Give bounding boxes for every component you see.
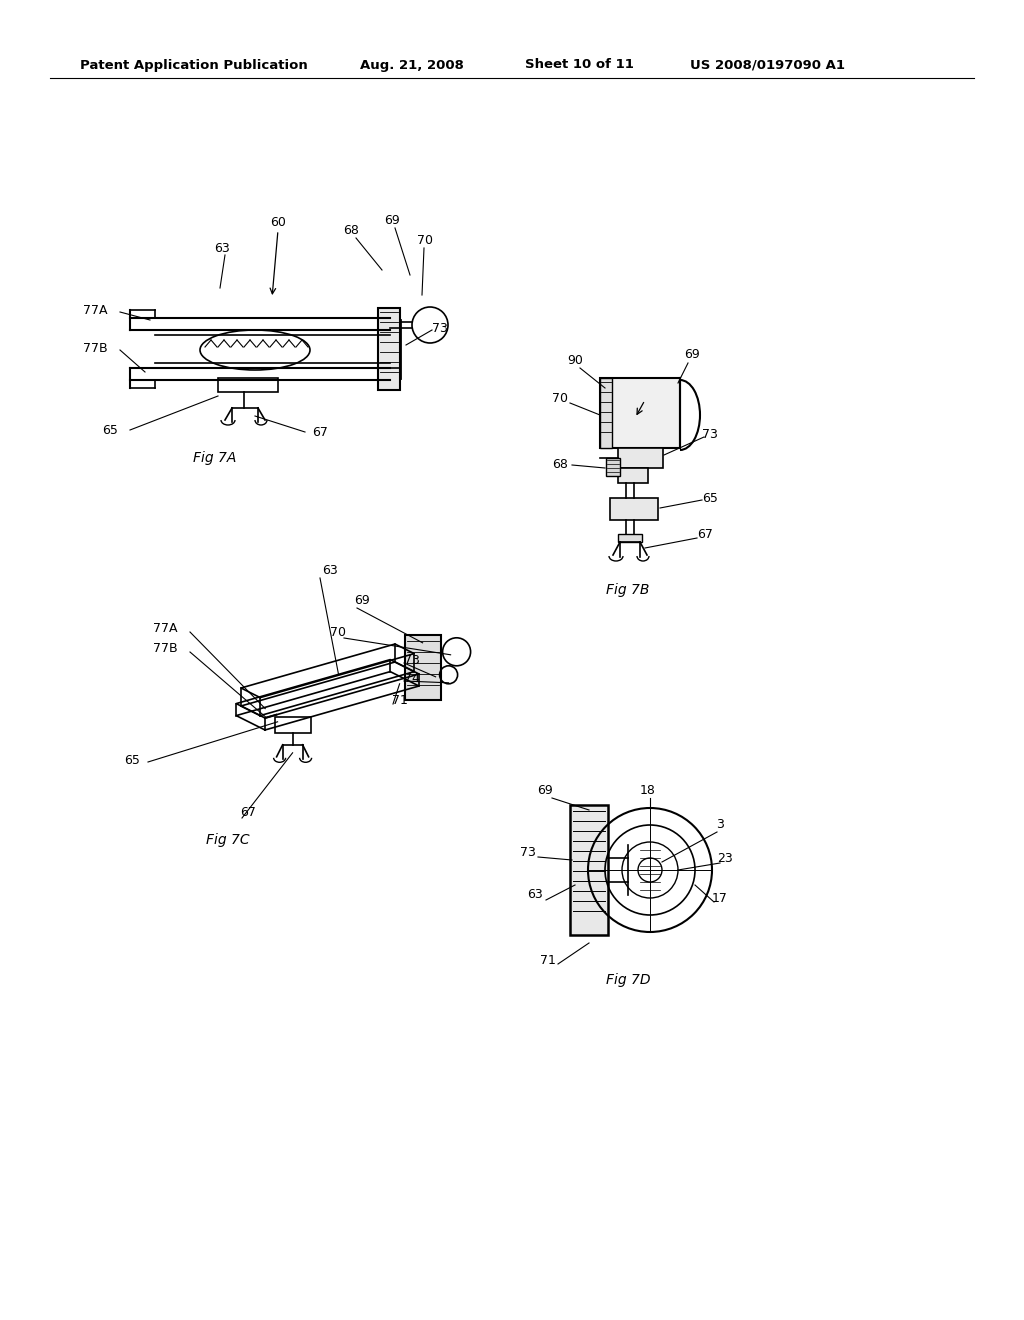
Text: Fig 7A: Fig 7A	[194, 451, 237, 465]
Text: 68: 68	[552, 458, 568, 471]
Text: Fig 7B: Fig 7B	[606, 583, 649, 597]
Bar	[606, 458, 620, 477]
Text: 70: 70	[417, 234, 433, 247]
Text: 69: 69	[538, 784, 553, 796]
Text: Fig 7C: Fig 7C	[206, 833, 250, 847]
Text: 65: 65	[124, 754, 140, 767]
Text: 69: 69	[354, 594, 370, 606]
Bar	[404, 635, 440, 700]
Text: 65: 65	[102, 424, 118, 437]
Text: Sheet 10 of 11: Sheet 10 of 11	[525, 58, 634, 71]
Text: US 2008/0197090 A1: US 2008/0197090 A1	[690, 58, 845, 71]
Text: 63: 63	[323, 564, 338, 577]
Text: 70: 70	[330, 626, 346, 639]
Text: 73: 73	[702, 429, 718, 441]
Bar	[618, 447, 663, 469]
Text: 71: 71	[540, 953, 556, 966]
Text: 69: 69	[684, 348, 699, 362]
Bar	[570, 805, 608, 935]
Text: 67: 67	[697, 528, 713, 541]
Text: 73: 73	[520, 846, 536, 859]
Text: 63: 63	[527, 888, 543, 902]
Text: 90: 90	[567, 354, 583, 367]
Text: 74: 74	[404, 672, 420, 685]
Text: 69: 69	[384, 214, 400, 227]
Text: 77B: 77B	[153, 642, 177, 655]
Text: 73: 73	[432, 322, 447, 334]
Text: 77A: 77A	[153, 622, 177, 635]
Text: 73: 73	[404, 653, 420, 667]
Text: 65: 65	[702, 491, 718, 504]
Text: 18: 18	[640, 784, 656, 796]
Text: 67: 67	[312, 425, 328, 438]
Text: Fig 7D: Fig 7D	[606, 973, 650, 987]
Bar	[274, 717, 310, 733]
Text: 68: 68	[343, 223, 359, 236]
Text: 77A: 77A	[83, 304, 108, 317]
Bar	[618, 535, 642, 543]
Text: 70: 70	[552, 392, 568, 404]
Text: Aug. 21, 2008: Aug. 21, 2008	[360, 58, 464, 71]
Bar	[600, 378, 680, 447]
Bar	[610, 498, 658, 520]
Text: 23: 23	[717, 851, 733, 865]
Bar	[618, 469, 648, 483]
Text: 67: 67	[240, 805, 256, 818]
Text: 3: 3	[716, 818, 724, 832]
Text: 17: 17	[712, 891, 728, 904]
Bar	[600, 378, 612, 447]
Bar	[378, 308, 400, 389]
Text: 77B: 77B	[83, 342, 108, 355]
Text: 63: 63	[214, 242, 229, 255]
Text: 60: 60	[270, 215, 286, 228]
Text: 71: 71	[392, 693, 408, 706]
Bar	[218, 378, 278, 392]
Text: Patent Application Publication: Patent Application Publication	[80, 58, 308, 71]
